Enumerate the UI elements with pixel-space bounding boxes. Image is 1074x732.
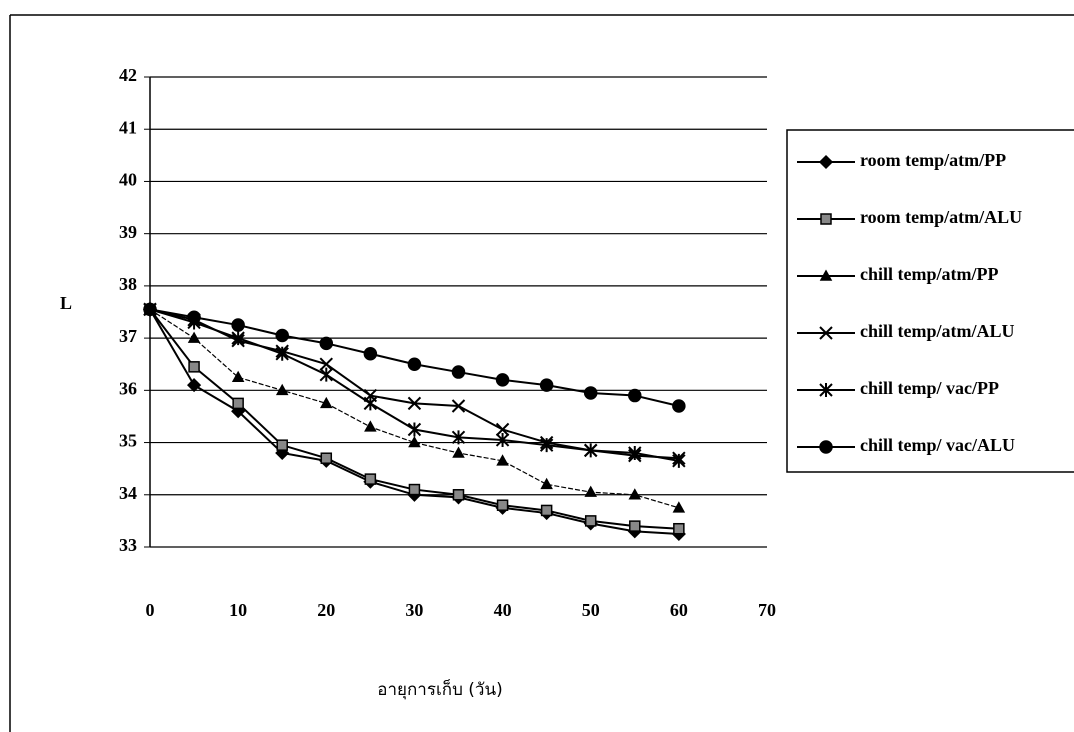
y-tick-label: 34: [119, 483, 137, 503]
marker: [364, 473, 377, 485]
marker: [319, 336, 334, 351]
legend-marker: [819, 383, 833, 397]
marker: [628, 446, 642, 460]
marker: [673, 522, 685, 535]
y-tick-label: 40: [119, 170, 137, 190]
marker: [276, 439, 288, 451]
x-tick-label: 0: [146, 600, 155, 620]
x-tick-label: 70: [758, 600, 776, 620]
marker: [187, 310, 201, 324]
marker: [495, 432, 510, 447]
x-tick-label: 60: [670, 600, 688, 620]
legend-box: [786, 129, 1074, 473]
marker: [407, 357, 422, 371]
marker: [628, 388, 642, 403]
marker: [495, 422, 510, 437]
marker: [584, 443, 598, 458]
marker: [672, 399, 686, 413]
marker: [451, 399, 466, 413]
legend-marker: [819, 326, 833, 340]
marker: [539, 438, 554, 453]
y-tick-label: 35: [119, 431, 137, 451]
marker: [451, 430, 466, 445]
x-tick-label: 40: [494, 600, 512, 620]
marker: [232, 397, 244, 410]
x-tick-label: 20: [317, 600, 335, 620]
legend-label: chill temp/atm/ALU: [860, 321, 1015, 341]
marker: [231, 331, 245, 346]
marker: [540, 504, 553, 517]
marker: [187, 378, 202, 393]
y-tick-label: 38: [119, 274, 137, 294]
y-axis-label: L: [60, 293, 72, 313]
marker: [407, 422, 422, 437]
legend-marker: [819, 440, 833, 454]
marker: [275, 383, 289, 396]
legend-label: room temp/atm/PP: [860, 150, 1006, 170]
x-tick-label: 10: [229, 600, 247, 620]
marker: [187, 331, 201, 343]
marker: [231, 370, 245, 383]
legend-marker: [818, 154, 834, 170]
x-tick-label: 50: [582, 600, 600, 620]
legend-label: chill temp/ vac/ALU: [860, 435, 1015, 455]
marker: [451, 365, 466, 379]
marker: [231, 318, 245, 332]
marker: [275, 328, 289, 343]
marker: [495, 373, 510, 387]
marker: [188, 361, 200, 373]
marker: [629, 520, 641, 532]
marker: [143, 302, 157, 317]
marker: [363, 396, 378, 411]
marker: [363, 347, 378, 361]
marker: [320, 396, 333, 409]
y-tick-label: 36: [119, 378, 137, 398]
marker: [231, 404, 246, 419]
legend-label: room temp/atm/ALU: [860, 207, 1022, 227]
marker: [275, 346, 289, 361]
marker: [408, 483, 421, 496]
marker: [539, 378, 554, 392]
series-line: [149, 308, 680, 509]
marker: [320, 452, 333, 464]
marker: [364, 420, 377, 432]
marker: [672, 453, 686, 468]
marker: [496, 454, 509, 466]
marker: [452, 489, 465, 501]
x-axis-label: อายุการเก็บ (วัน): [377, 678, 502, 700]
marker: [319, 367, 333, 382]
x-tick-label: 30: [405, 600, 423, 620]
y-tick-label: 33: [119, 535, 137, 555]
marker: [628, 488, 642, 500]
marker: [540, 477, 553, 490]
marker: [672, 501, 686, 513]
legend-label: chill temp/ vac/PP: [860, 378, 999, 398]
marker: [407, 396, 422, 411]
y-tick-label: 37: [119, 326, 137, 346]
marker: [452, 446, 465, 458]
marker: [496, 499, 509, 511]
y-tick-label: 42: [119, 65, 137, 85]
legend-marker: [820, 213, 832, 225]
y-tick-label: 39: [119, 222, 137, 242]
marker: [584, 485, 597, 497]
y-tick-label: 41: [119, 117, 137, 137]
legend-marker: [819, 269, 833, 281]
marker: [584, 515, 597, 527]
legend-label: chill temp/atm/PP: [860, 264, 998, 284]
marker: [319, 357, 333, 371]
marker: [408, 436, 421, 448]
marker: [583, 386, 598, 400]
